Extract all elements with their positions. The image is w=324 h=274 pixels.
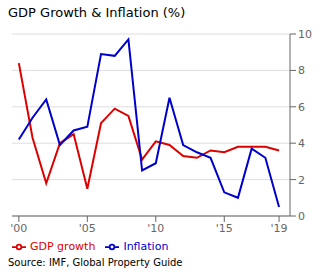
svg-text:'19: '19 (271, 222, 288, 235)
html-text:GDP growth: GDP growth (30, 240, 96, 253)
svg-text:'15: '15 (216, 222, 233, 235)
html-text:Inflation: Inflation (123, 240, 169, 253)
svg-text:8: 8 (298, 64, 305, 77)
svg-text:10: 10 (298, 28, 312, 41)
svg-text:2: 2 (298, 174, 305, 187)
svg-text:0: 0 (298, 210, 305, 223)
svg-text:'10: '10 (147, 222, 164, 235)
svg-text:6: 6 (298, 101, 305, 114)
html-text:GDP Growth & Inflation (%): GDP Growth & Inflation (%) (8, 5, 186, 20)
svg-text:'00: '00 (10, 222, 27, 235)
html-text:Source: IMF, Global Property G: Source: IMF, Global Property Guide (8, 257, 183, 268)
svg-text:4: 4 (298, 137, 305, 150)
svg-text:'05: '05 (79, 222, 96, 235)
